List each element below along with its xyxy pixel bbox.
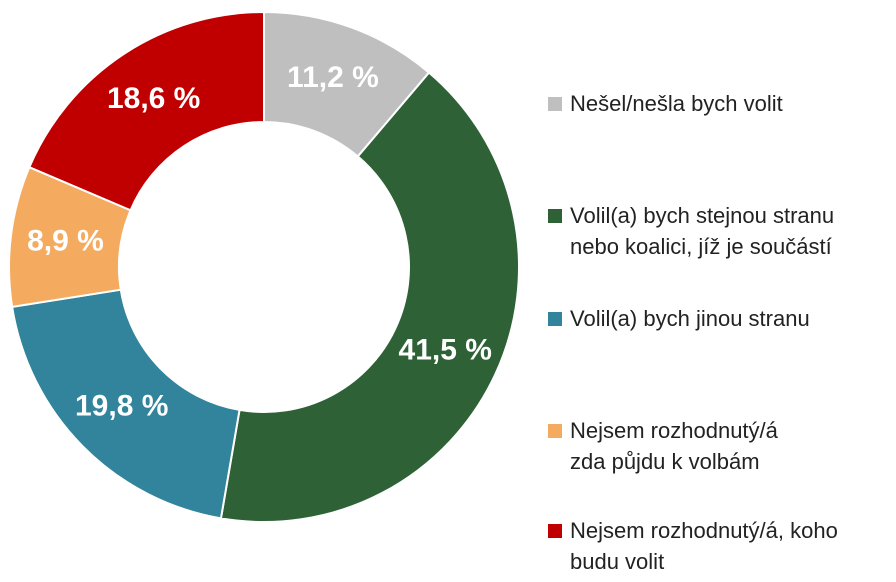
- slice: [219, 71, 520, 523]
- legend-label: Nejsem rozhodnutý/á, koho budu volit: [570, 518, 838, 574]
- legend-swatch: [548, 312, 562, 326]
- value-label: 18,6 %: [107, 82, 200, 115]
- value-label: 8,9 %: [27, 224, 104, 257]
- legend-label: Volil(a) bych stejnou stranu nebo koalic…: [570, 203, 835, 259]
- value-label: 11,2 %: [287, 61, 379, 94]
- legend-item: Nejsem rozhodnutý/á, koho budu volit: [548, 515, 848, 577]
- legend-swatch: [548, 524, 562, 538]
- legend-item: Volil(a) bych stejnou stranu nebo koalic…: [548, 200, 858, 262]
- slice: [10, 288, 241, 520]
- legend-item: Nešel/nešla bych volit: [548, 88, 858, 119]
- legend-label: Nejsem rozhodnutý/á zda půjdu k volbám: [570, 418, 778, 474]
- slice: [28, 10, 265, 212]
- legend-swatch: [548, 424, 562, 438]
- legend-swatch: [548, 97, 562, 111]
- legend-label: Volil(a) bych jinou stranu: [570, 306, 810, 331]
- legend-item: Nejsem rozhodnutý/á zda půjdu k volbám: [548, 415, 798, 477]
- donut: 11,2 % 41,5 % 19,8 % 8,9 % 18,6 %: [8, 10, 520, 523]
- value-label: 41,5 %: [399, 334, 492, 367]
- legend-label: Nešel/nešla bych volit: [570, 91, 783, 116]
- legend-item: Volil(a) bych jinou stranu: [548, 303, 878, 334]
- value-label: 19,8 %: [75, 389, 168, 422]
- legend-swatch: [548, 209, 562, 223]
